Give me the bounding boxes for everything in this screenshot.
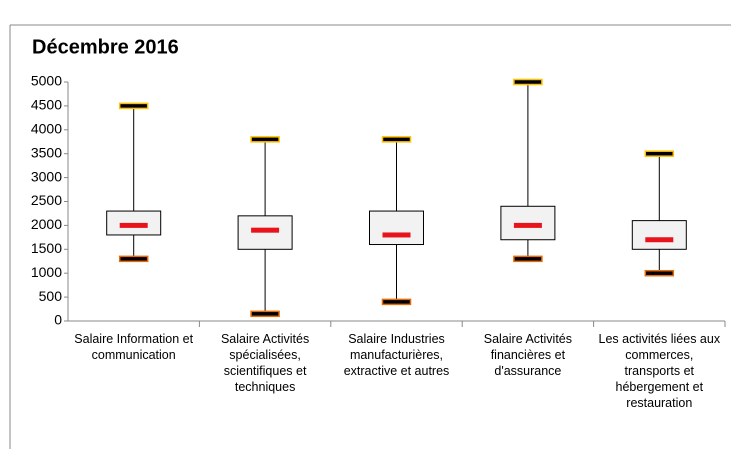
median — [382, 232, 411, 238]
median — [251, 227, 280, 233]
y-tick-label: 500 — [39, 288, 63, 304]
x-tick-label: Salaire Activités spécialisées, scientif… — [220, 332, 310, 394]
x-tick-label: Les activités liées aux commerces, trans… — [598, 332, 721, 410]
median — [513, 222, 542, 228]
min-cap — [381, 298, 412, 306]
y-tick-label: 2500 — [31, 192, 62, 208]
y-tick-label: 2000 — [31, 216, 62, 232]
min-cap — [644, 269, 675, 277]
y-tick-label: 0 — [54, 312, 62, 328]
y-tick-label: 5000 — [31, 73, 62, 89]
y-tick-label: 4500 — [31, 97, 62, 113]
max-cap — [381, 136, 412, 143]
box — [631, 220, 687, 250]
x-tick-label: Salaire Industries manufacturières, extr… — [343, 332, 450, 378]
min-cap — [250, 310, 280, 318]
median — [119, 222, 148, 228]
x-tick-label: Salaire Activités financières et d'assur… — [483, 332, 572, 378]
y-tick-label: 1000 — [31, 264, 62, 280]
median — [645, 237, 674, 243]
max-cap — [513, 78, 543, 86]
y-tick-label: 1500 — [31, 240, 62, 256]
min-cap — [118, 255, 149, 263]
max-cap — [118, 102, 149, 110]
max-cap — [644, 150, 675, 157]
max-cap — [250, 136, 280, 143]
x-tick-label: Salaire Information et communication — [74, 332, 194, 362]
y-tick-label: 3000 — [31, 168, 62, 184]
y-tick-label: 4000 — [31, 121, 62, 137]
chart-title: Décembre 2016 — [32, 36, 179, 58]
box — [369, 210, 424, 246]
min-cap — [513, 255, 543, 263]
y-tick-label: 3500 — [31, 144, 62, 160]
